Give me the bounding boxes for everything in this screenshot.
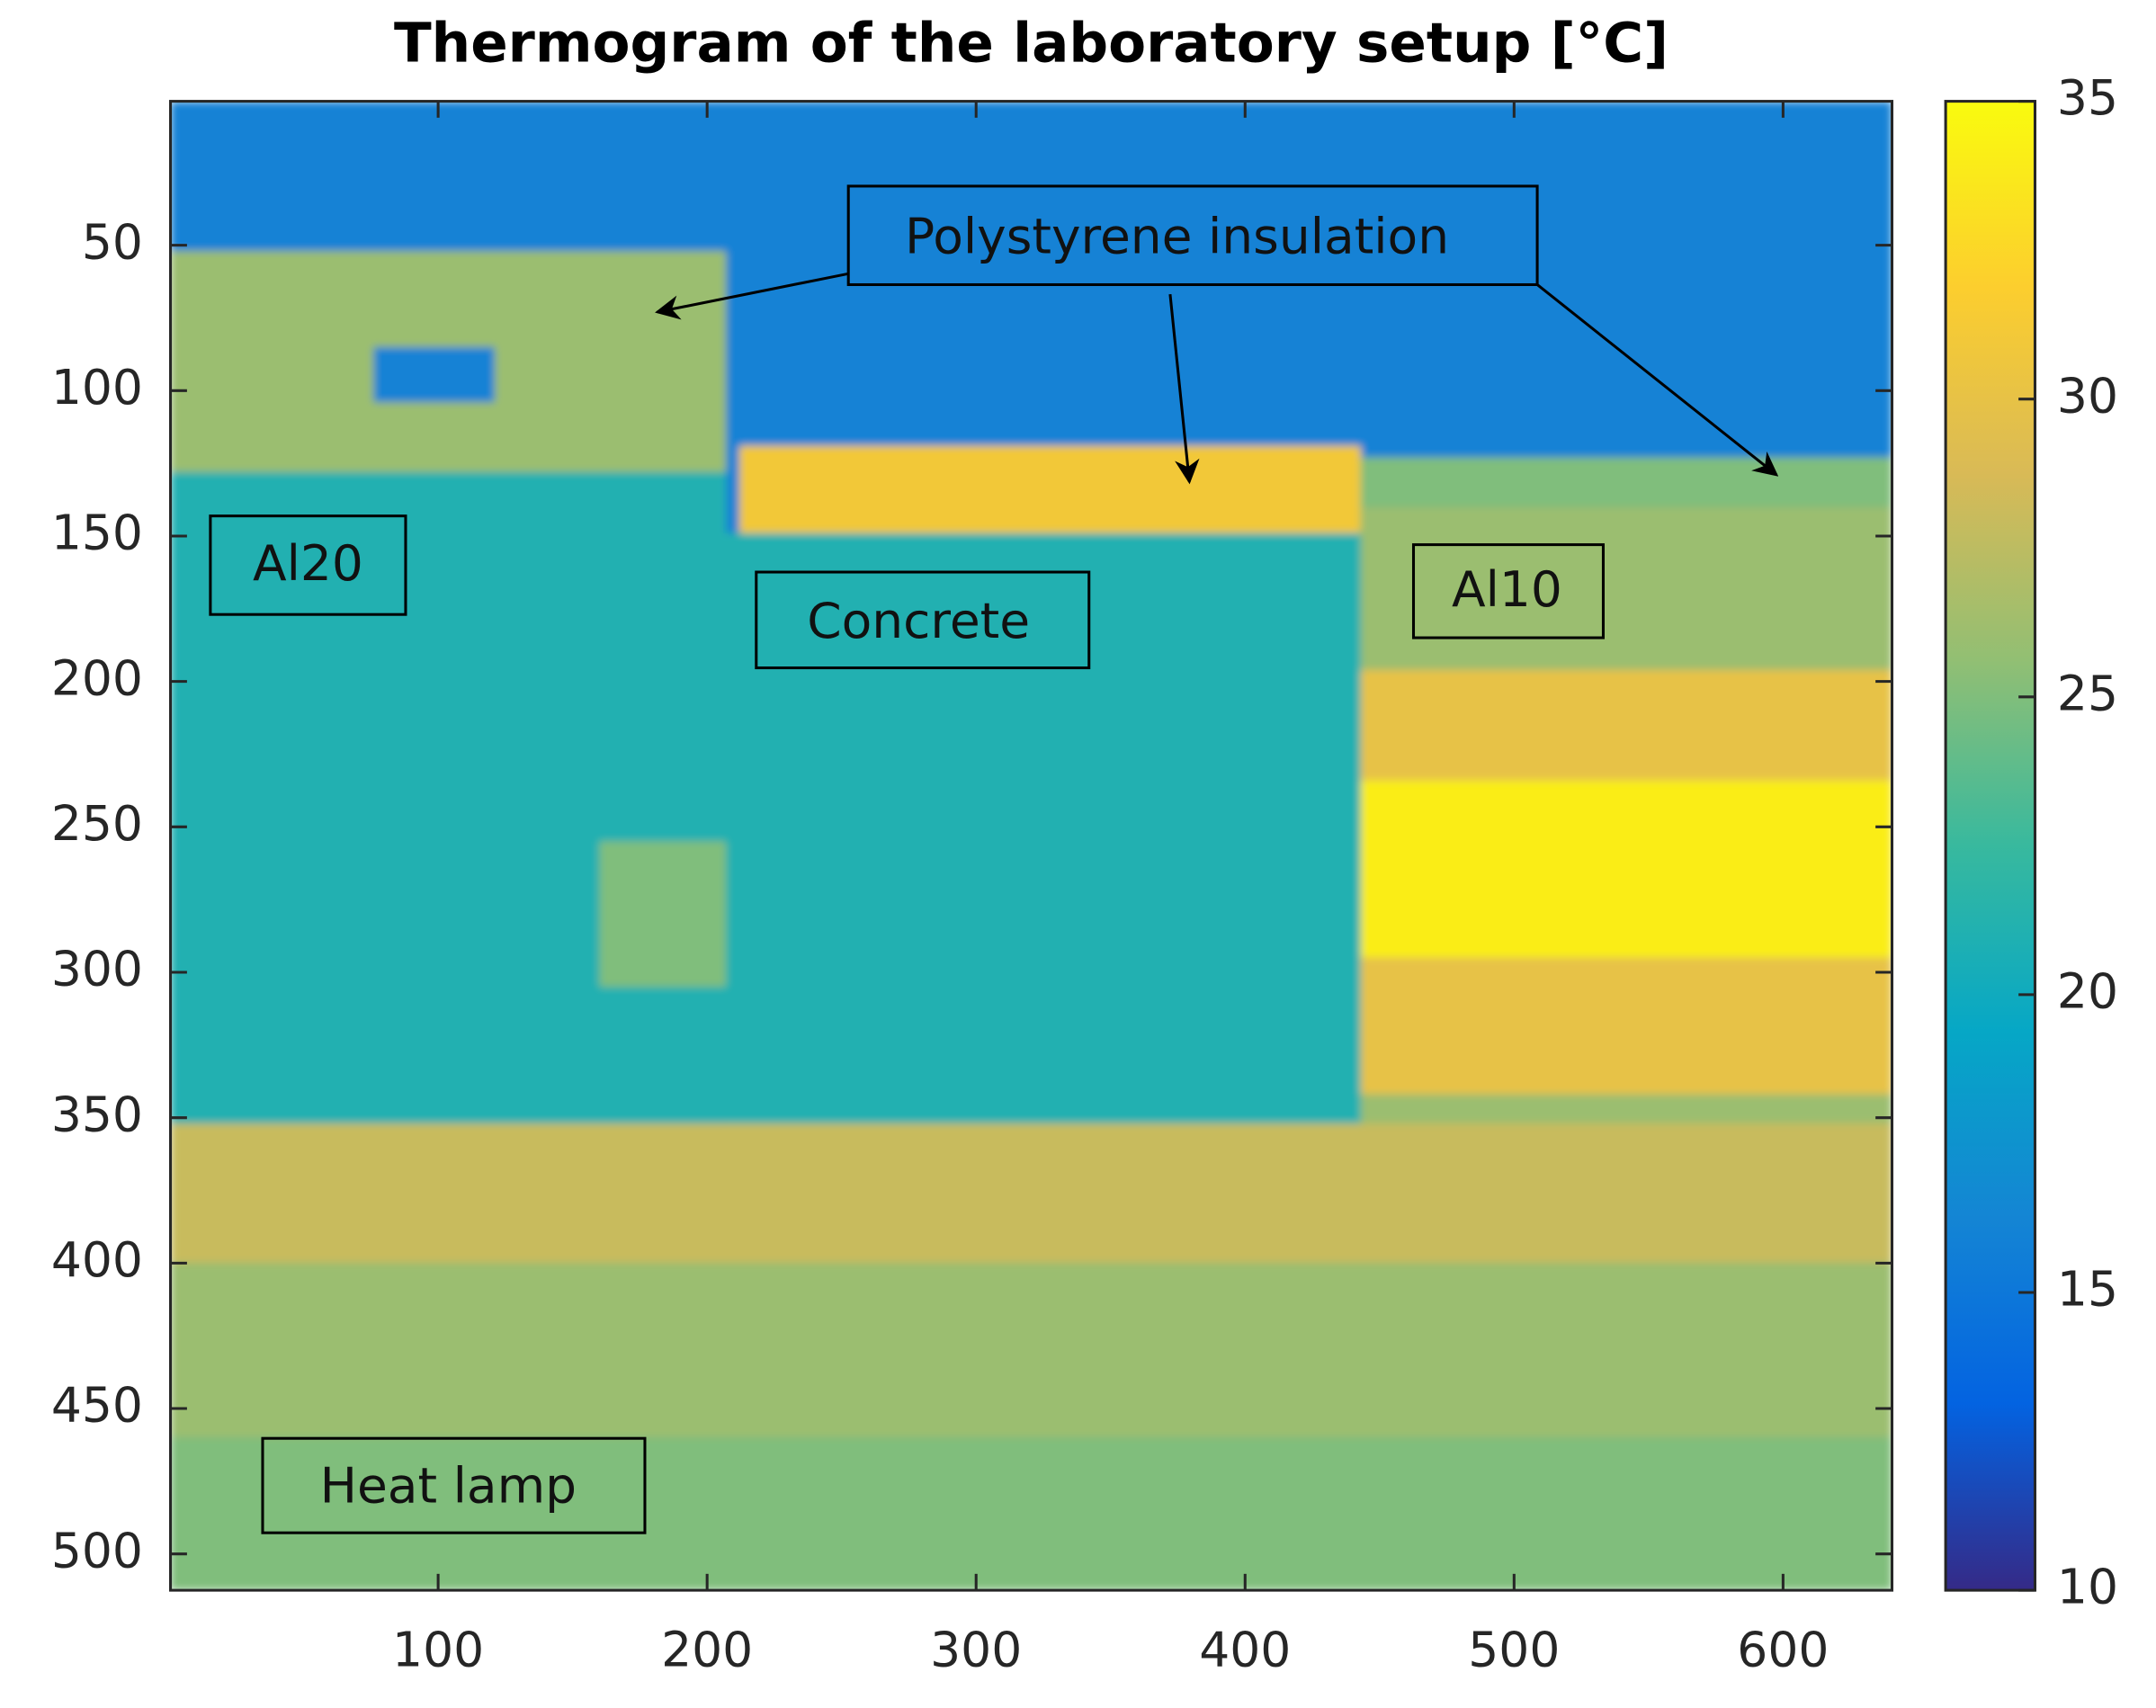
colorbar-tick-label: 15 [2057,1261,2118,1318]
heat-region [170,1123,1892,1264]
arrow [1536,283,1779,477]
heat-region [170,1263,1892,1438]
annotation: Al20 [253,534,363,592]
heat-region [1360,669,1892,781]
y-tick-label: 150 [51,505,143,561]
colorbar [1944,100,2037,1592]
heat-region [739,445,1361,533]
colorbar-tick-label: 35 [2057,69,2118,126]
annotation: Concrete [807,592,1030,649]
heat-region [170,471,727,1124]
x-tick-label: 300 [930,1622,1022,1678]
x-tick-label: 600 [1737,1622,1829,1678]
y-tick-label: 50 [82,213,143,270]
colorbar-tick-label: 10 [2057,1559,2118,1615]
heat-region [599,841,727,988]
y-tick-label: 400 [51,1231,143,1288]
heat-region [373,346,495,403]
annotation-box [755,570,1091,670]
x-tick-label: 500 [1468,1622,1560,1678]
heat-region [1360,780,1892,958]
colorbar-tick-label: 20 [2057,963,2118,1020]
colorbar-tick-label: 30 [2057,367,2118,424]
annotation-box [846,184,1539,287]
x-tick-label: 400 [1199,1622,1291,1678]
heat-region [1360,957,1892,1095]
annotation-box [1411,543,1605,639]
y-tick-label: 450 [51,1377,143,1434]
y-tick-label: 300 [51,941,143,997]
arrow [1168,293,1200,485]
y-tick-label: 250 [51,795,143,852]
y-tick-label: 200 [51,649,143,706]
annotation-box [209,514,407,616]
heat-region [726,532,1361,1136]
annotation-box [261,1436,647,1534]
heat-region [1360,457,1892,507]
annotation: Polystyrene insulation [905,208,1449,265]
annotation: Al10 [1452,560,1562,618]
plot-frame [169,100,1894,1592]
x-tick-label: 200 [661,1622,753,1678]
chart-title: Thermogram of the laboratory setup [°C] [394,11,1668,75]
y-tick-label: 350 [51,1086,143,1142]
arrow [655,272,849,320]
heat-region [1360,506,1892,670]
heat-region [170,1437,1892,1591]
annotations [209,184,1779,1534]
colorbar-tick-label: 25 [2057,666,2118,722]
y-tick-label: 100 [51,359,143,416]
annotation: Heat lamp [320,1457,577,1515]
x-tick-label: 100 [392,1622,484,1678]
y-tick-label: 500 [51,1522,143,1578]
